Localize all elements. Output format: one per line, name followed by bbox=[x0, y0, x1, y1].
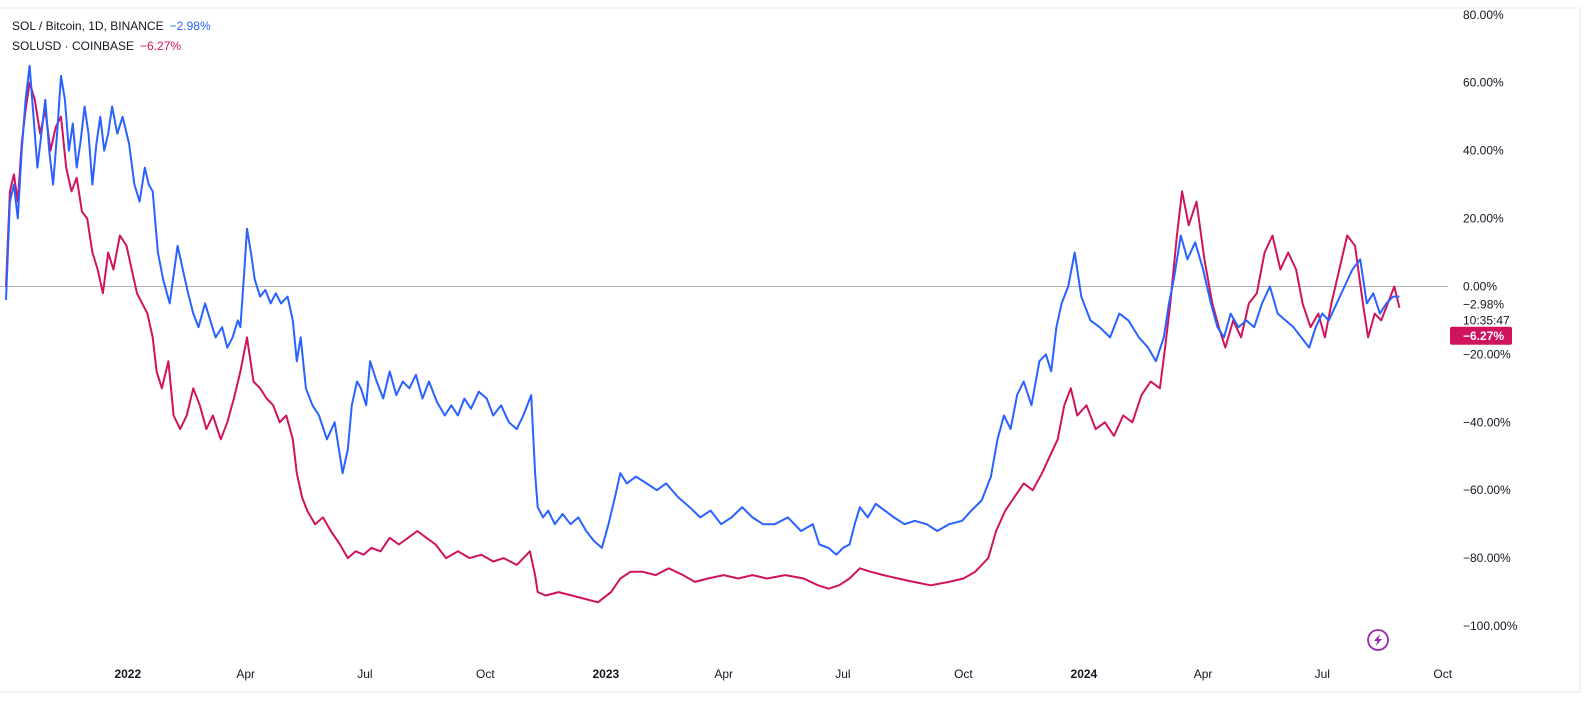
y-tick-label: −20.00% bbox=[1463, 347, 1511, 361]
y-tick-label: −60.00% bbox=[1463, 483, 1511, 497]
x-tick-label: Jul bbox=[357, 667, 372, 681]
legend: SOL / Bitcoin, 1D, BINANCE −2.98% SOLUSD … bbox=[12, 16, 211, 56]
y-tick-label: −40.00% bbox=[1463, 415, 1511, 429]
y-tick-label: 60.00% bbox=[1463, 76, 1504, 90]
countdown-label: 10:35:47 bbox=[1463, 314, 1510, 328]
y-tick-label: 20.00% bbox=[1463, 212, 1504, 226]
y-tick-label: −100.00% bbox=[1463, 619, 1518, 633]
legend-series-1-value: −2.98% bbox=[169, 19, 211, 33]
last-value-1-label: −2.98% bbox=[1463, 298, 1504, 312]
x-tick-label: Oct bbox=[1433, 667, 1452, 681]
x-tick-label: 2024 bbox=[1071, 667, 1098, 681]
x-tick-label: 2023 bbox=[592, 667, 619, 681]
legend-series-2-label: SOLUSD · COINBASE bbox=[12, 39, 135, 53]
x-tick-label: Apr bbox=[236, 667, 255, 681]
last-value-2-badge bbox=[1450, 326, 1512, 345]
legend-series-2[interactable]: SOLUSD · COINBASE −6.27% bbox=[12, 36, 211, 56]
x-tick-label: Apr bbox=[714, 667, 733, 681]
series-1-line bbox=[5, 64, 1400, 556]
y-tick-label: 80.00% bbox=[1463, 8, 1504, 22]
y-tick-label: −80.00% bbox=[1463, 551, 1511, 565]
last-value-1-bg bbox=[1451, 298, 1521, 329]
x-tick-label: Jul bbox=[835, 667, 850, 681]
x-tick-label: Jul bbox=[1315, 667, 1330, 681]
last-value-2-label: −6.27% bbox=[1463, 329, 1504, 343]
x-tick-label: Apr bbox=[1194, 667, 1213, 681]
legend-series-1-label: SOL / Bitcoin, 1D, BINANCE bbox=[12, 19, 164, 33]
legend-series-1[interactable]: SOL / Bitcoin, 1D, BINANCE −2.98% bbox=[12, 16, 211, 36]
legend-series-2-value: −6.27% bbox=[140, 39, 182, 53]
x-tick-label: Oct bbox=[954, 667, 973, 681]
x-tick-label: 2022 bbox=[114, 667, 141, 681]
y-tick-label: 40.00% bbox=[1463, 144, 1504, 158]
x-tick-label: Oct bbox=[476, 667, 495, 681]
series-2-line bbox=[5, 81, 1401, 604]
y-tick-label: 0.00% bbox=[1463, 279, 1497, 293]
lightning-icon[interactable] bbox=[1367, 629, 1389, 651]
